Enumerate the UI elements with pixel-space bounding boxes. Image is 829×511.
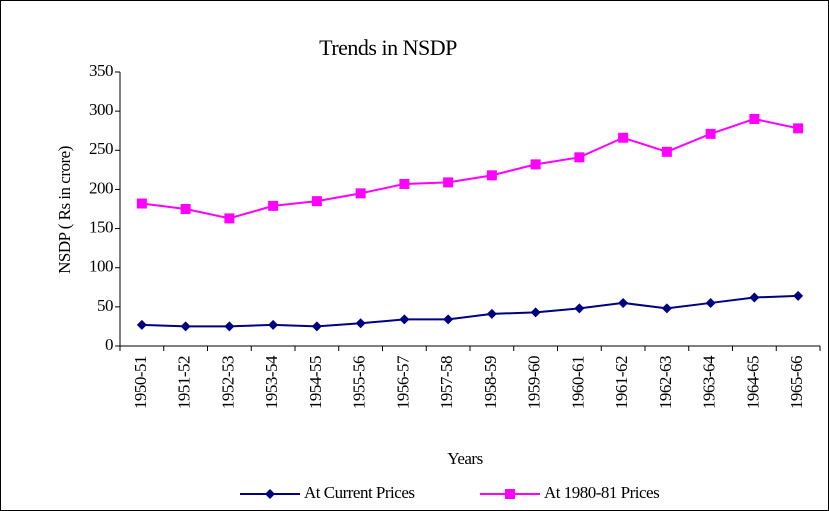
data-point	[355, 318, 366, 329]
data-point	[224, 321, 235, 332]
x-tick-label: 1959-60	[525, 356, 544, 409]
data-point	[705, 297, 716, 308]
data-point	[180, 204, 191, 214]
data-point	[574, 152, 585, 163]
data-point	[180, 321, 191, 332]
y-tick-label: 0	[105, 335, 113, 354]
x-tick-label: 1952-53	[218, 356, 237, 409]
data-point	[443, 314, 454, 325]
data-point	[136, 198, 147, 209]
data-point	[311, 321, 322, 332]
x-tick-label: 1961-62	[612, 356, 631, 409]
data-point	[618, 297, 629, 308]
y-axis-title: NSDP ( Rs in crore)	[55, 146, 74, 274]
data-point	[749, 113, 760, 124]
x-tick-label: 1956-57	[393, 355, 412, 409]
chart-title: Trends in NSDP	[319, 35, 457, 60]
x-tick-label: 1951-52	[175, 356, 194, 409]
x-tick-label: 1957-58	[437, 356, 456, 409]
data-point	[268, 200, 279, 211]
y-tick-label: 100	[89, 257, 113, 276]
data-point	[530, 159, 541, 170]
data-point	[793, 123, 804, 134]
data-point	[661, 303, 672, 314]
x-tick-label: 1953-54	[262, 355, 281, 409]
legend-marker	[505, 489, 515, 499]
data-point	[530, 307, 541, 318]
data-point	[749, 292, 760, 303]
x-tick-label: 1954-55	[306, 356, 325, 409]
data-point	[311, 196, 322, 207]
x-tick-label: 1965-66	[787, 356, 806, 409]
data-point	[399, 178, 410, 189]
data-point	[268, 319, 279, 330]
data-point	[399, 314, 410, 325]
data-point	[486, 170, 497, 181]
data-point	[355, 188, 366, 199]
y-tick-label: 300	[89, 100, 113, 119]
data-point	[224, 213, 235, 224]
data-point	[136, 319, 147, 330]
x-tick-label: 1960-61	[568, 356, 587, 409]
legend-marker	[265, 489, 275, 499]
legend-label: At Current Prices	[304, 483, 414, 502]
x-tick-label: 1962-63	[656, 356, 675, 409]
x-tick-label: 1964-65	[743, 356, 762, 409]
x-tick-label: 1963-64	[700, 355, 719, 409]
y-tick-label: 150	[89, 217, 113, 236]
legend-label: At 1980-81 Prices	[544, 483, 659, 502]
y-tick-label: 200	[89, 178, 113, 197]
data-point	[574, 303, 585, 314]
data-point	[486, 308, 497, 319]
x-tick-label: 1950-51	[131, 356, 150, 409]
data-point	[793, 290, 804, 301]
series-line	[141, 294, 799, 328]
y-tick-label: 250	[89, 139, 113, 158]
data-point	[661, 146, 672, 157]
series-line	[141, 117, 799, 220]
data-point	[618, 132, 629, 143]
y-tick-label: 350	[89, 61, 113, 80]
data-point	[443, 177, 454, 188]
x-tick-label: 1955-56	[350, 356, 369, 409]
y-tick-label: 50	[97, 296, 113, 315]
x-axis-title: Years	[447, 449, 482, 468]
x-tick-label: 1958-59	[481, 356, 500, 409]
data-point	[705, 128, 716, 139]
